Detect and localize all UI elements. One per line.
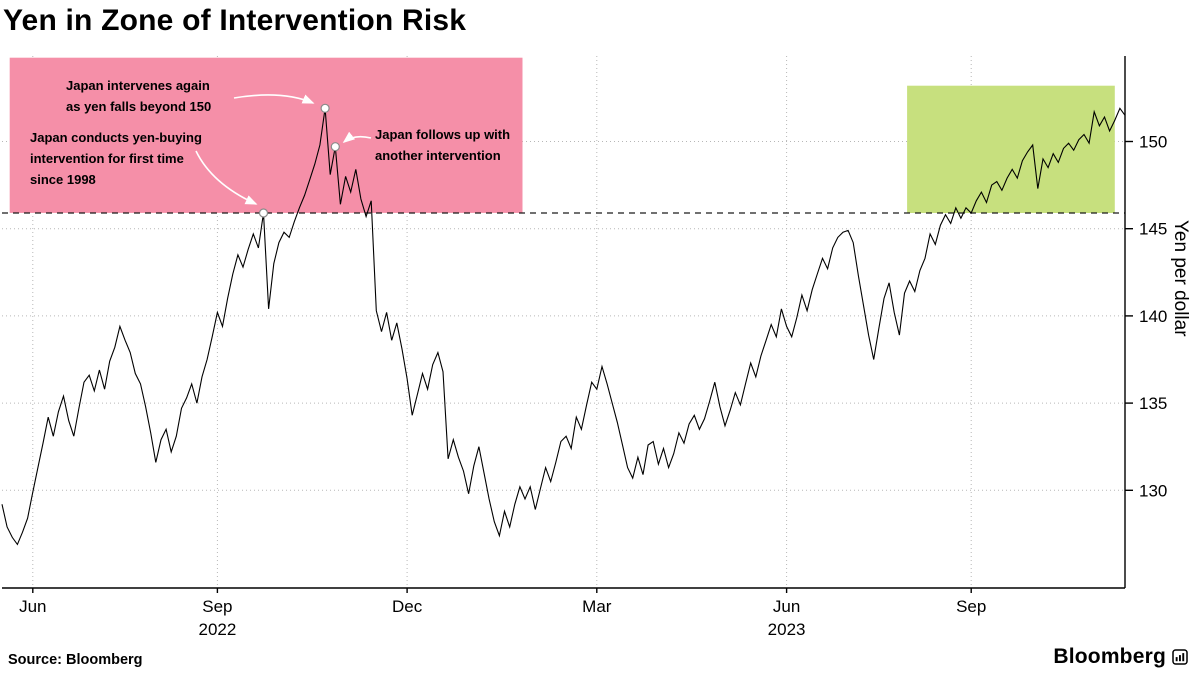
x-tick-label: Jun [19, 597, 46, 616]
annotation-arrow [342, 131, 372, 143]
y-tick-label: 150 [1139, 133, 1167, 152]
x-tick-label: Sep [956, 597, 986, 616]
chart-title: Yen in Zone of Intervention Risk [3, 4, 467, 37]
annotation-point-marker [258, 208, 269, 218]
annotation-point-marker [320, 103, 330, 113]
bloomberg-wordmark: Bloomberg [1053, 645, 1166, 668]
x-tick-year-label: 2023 [768, 620, 806, 639]
annotation-arrow [233, 94, 315, 104]
y-tick-label: 145 [1139, 220, 1167, 239]
annotation-first-intervention: Japan conducts yen-buying intervention fo… [30, 130, 202, 187]
y-axis-title: Yen per dollar [1170, 220, 1191, 337]
x-tick-label: Jun [773, 597, 800, 616]
yen-per-dollar-chart: 130 135 140 145 150 Jun Sep 2022 Dec Mar Jun 2023 Se… [1, 56, 1167, 639]
annotation-point-marker [330, 142, 340, 152]
annotation-follow-up-intervention: Japan follows up with another interventio… [375, 127, 511, 163]
yen-price-line [1, 107, 1126, 546]
chart-area: 130 135 140 145 150 Jun Sep 2022 Dec Mar Jun 2023 Se… [0, 48, 1200, 640]
intervention-zone-2022 [9, 57, 523, 213]
intervention-risk-zone-2023 [907, 85, 1115, 213]
source-label: Source: Bloomberg [8, 652, 143, 668]
y-tick-label: 130 [1139, 481, 1167, 500]
bloomberg-logo: Bloomberg [1053, 645, 1188, 669]
bloomberg-chart-glyph-icon [1172, 649, 1188, 665]
y-tick-label: 140 [1139, 307, 1167, 326]
x-tick-label: Mar [582, 597, 612, 616]
x-tick-year-label: 2022 [198, 620, 236, 639]
annotation-arrow [195, 150, 258, 205]
x-tick-label: Sep [202, 597, 232, 616]
y-tick-label: 135 [1139, 394, 1167, 413]
annotation-second-intervention: Japan intervenes again as yen falls beyon… [66, 78, 212, 114]
x-tick-label: Dec [392, 597, 423, 616]
